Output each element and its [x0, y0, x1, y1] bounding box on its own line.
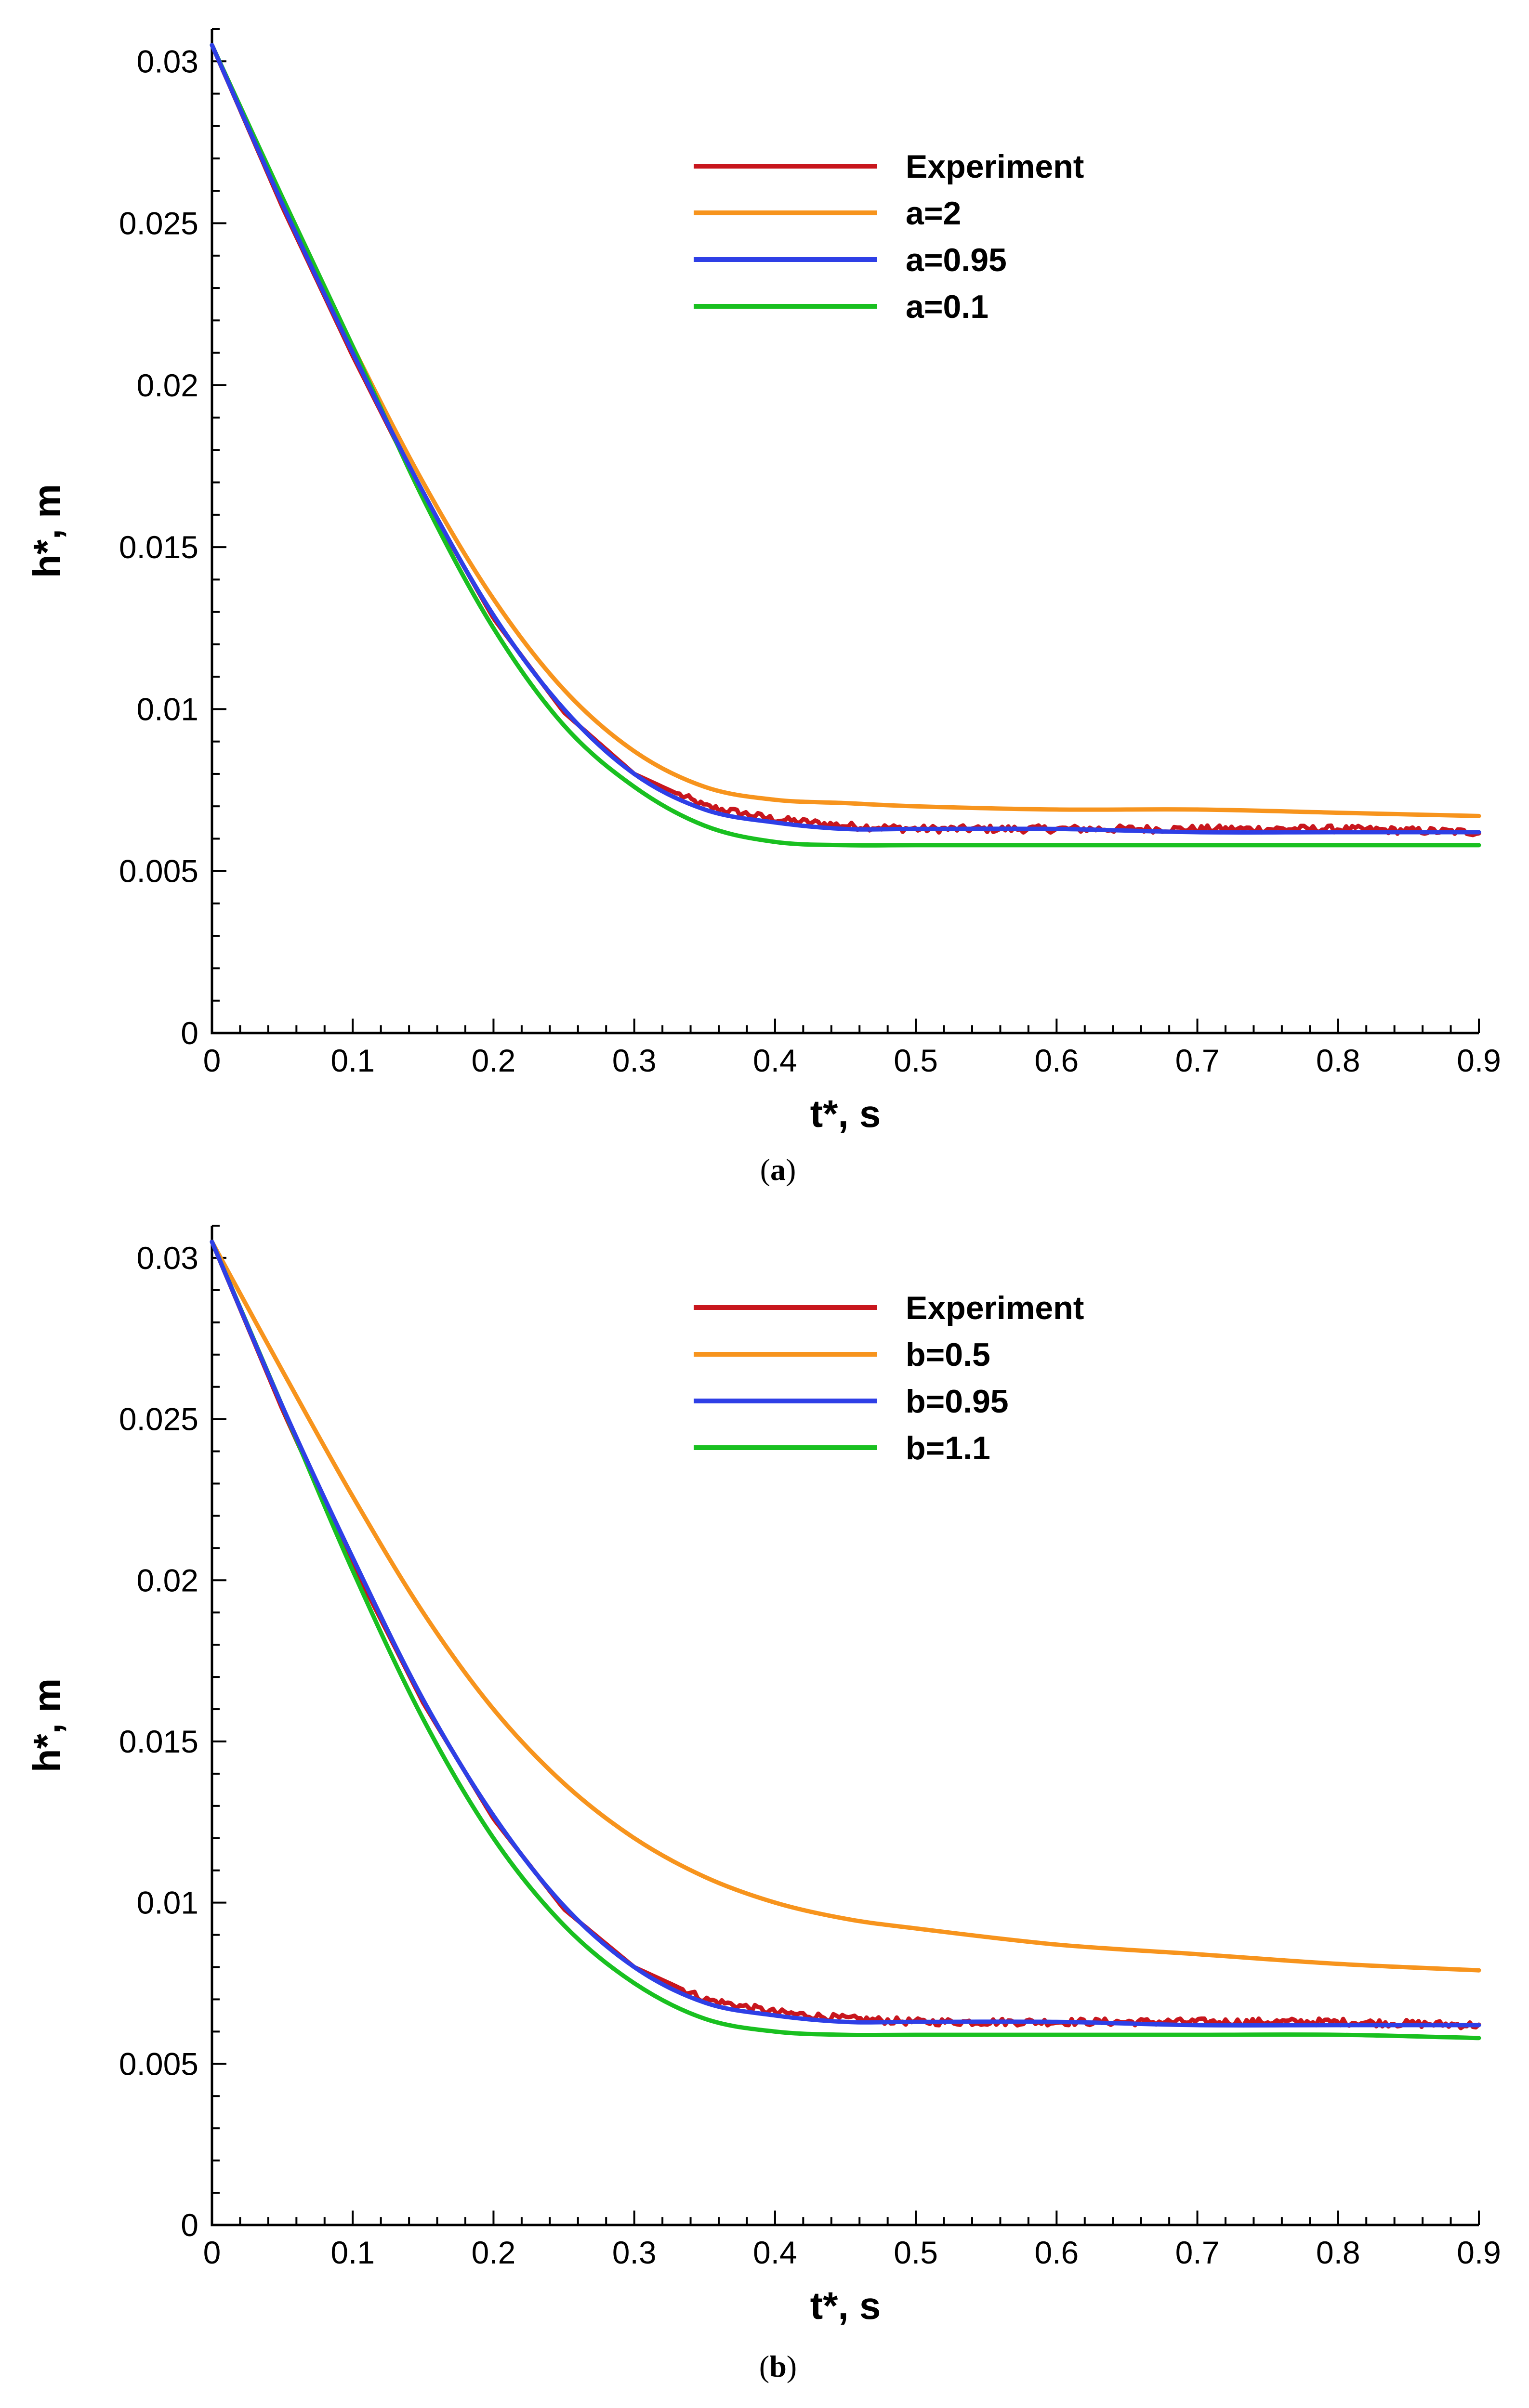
x-axis-title: t*, s: [810, 2284, 881, 2327]
series-line-experiment: [210, 1240, 1481, 2030]
panel-caption: (b): [759, 2349, 797, 2383]
y-tick-label: 0.005: [119, 2046, 198, 2081]
y-axis-title: h*, m: [26, 484, 68, 578]
x-tick-label: 0.1: [330, 1043, 375, 1078]
x-tick-label: 0.7: [1175, 1043, 1220, 1078]
x-tick-label: 0.2: [472, 2235, 516, 2270]
legend-label: a=2: [906, 195, 961, 232]
legend-label: a=0.95: [906, 242, 1007, 278]
x-tick-label: 0.6: [1034, 2235, 1079, 2270]
panel-caption-letter: a: [770, 1152, 786, 1187]
x-tick-label: 0.3: [612, 2235, 657, 2270]
series-line-a-2: [210, 43, 1481, 818]
y-tick-label: 0.025: [119, 206, 198, 241]
y-tick-label: 0.02: [137, 1562, 198, 1598]
panel-caption-letter: b: [769, 2349, 787, 2383]
x-tick-label: 0.3: [612, 1043, 657, 1078]
x-tick-label: 0: [203, 1043, 221, 1078]
y-tick-label: 0.015: [119, 529, 198, 565]
x-tick-label: 0.5: [894, 2235, 938, 2270]
x-tick-label: 0.9: [1457, 2235, 1501, 2270]
series-line-b-1-1: [210, 1240, 1481, 2041]
legend-label: b=1.1: [906, 1430, 990, 1466]
x-tick-label: 0.8: [1316, 1043, 1360, 1078]
x-tick-label: 0.6: [1034, 1043, 1079, 1078]
series-line-b-0-95: [210, 1240, 1481, 2028]
x-tick-label: 0.7: [1175, 2235, 1220, 2270]
axes-frame: [211, 29, 1479, 1034]
x-tick-label: 0.4: [753, 2235, 797, 2270]
y-tick-label: 0.02: [137, 367, 198, 403]
panel-caption: (a): [760, 1152, 796, 1187]
legend-label: Experiment: [906, 148, 1084, 185]
y-tick-label: 0: [181, 1015, 198, 1051]
x-tick-label: 0.5: [894, 1043, 938, 1078]
y-tick-label: 0: [181, 2207, 198, 2243]
y-axis-title: h*, m: [26, 1678, 68, 1773]
y-tick-label: 0.03: [137, 43, 198, 79]
y-tick-label: 0.025: [119, 1401, 198, 1437]
y-tick-label: 0.015: [119, 1724, 198, 1759]
x-tick-label: 0.1: [330, 2235, 375, 2270]
panel-b: 0 0.1 0.2 0.3 0.4 0.5 0.6 0.7 0.8 0.9 0 0.005 0.01 0.…: [26, 1225, 1501, 2383]
x-tick-label: 0.8: [1316, 2235, 1360, 2270]
panel-a: 0 0.1 0.2 0.3 0.4 0.5 0.6 0.7 0.8 0.9 0 0.005 0.01 0.…: [26, 28, 1501, 1187]
x-axis-title: t*, s: [810, 1092, 881, 1135]
y-tick-label: 0.01: [137, 691, 198, 727]
legend-label: Experiment: [906, 1290, 1084, 1326]
y-tick-label: 0.005: [119, 853, 198, 889]
x-tick-label: 0.2: [472, 1043, 516, 1078]
legend-label: a=0.1: [906, 288, 989, 325]
x-tick-label: 0.9: [1457, 1043, 1501, 1078]
x-tick-label: 0: [203, 2235, 221, 2270]
y-tick-label: 0.03: [137, 1240, 198, 1276]
legend-label: b=0.5: [906, 1336, 990, 1373]
x-tick-label: 0.4: [753, 1043, 797, 1078]
series-line-a-0-95: [210, 43, 1481, 835]
y-tick-label: 0.01: [137, 1885, 198, 1921]
legend-label: b=0.95: [906, 1383, 1009, 1420]
series-line-a-0-1: [210, 43, 1481, 848]
axes-frame: [211, 1226, 1479, 2226]
series-line-b-0-5: [210, 1240, 1481, 1973]
